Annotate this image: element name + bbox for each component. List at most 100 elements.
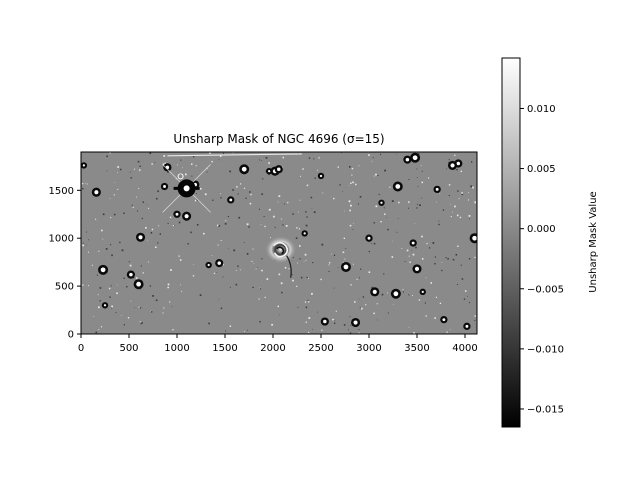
noise-speck [123, 212, 125, 215]
noise-speck [468, 191, 469, 193]
noise-speck [152, 295, 154, 297]
noise-speck [251, 260, 253, 262]
source-core [165, 165, 170, 170]
noise-speck [419, 204, 421, 207]
noise-speck [461, 192, 463, 194]
noise-speck [246, 223, 249, 226]
noise-speck [196, 193, 197, 194]
noise-speck [383, 207, 385, 209]
noise-speck [332, 318, 334, 321]
source-core [94, 190, 99, 195]
noise-speck [149, 152, 152, 155]
noise-speck [320, 278, 322, 281]
noise-speck [129, 264, 132, 267]
noise-speck [204, 193, 207, 196]
noise-speck [352, 229, 354, 231]
noise-speck [307, 331, 310, 334]
galaxy-arc-dark [276, 246, 285, 255]
noise-speck [150, 232, 153, 234]
noise-speck [82, 244, 84, 247]
source-core [412, 155, 418, 161]
noise-speck [229, 325, 232, 327]
noise-speck [145, 227, 147, 229]
noise-speck [460, 264, 462, 266]
noise-speck [391, 200, 394, 203]
noise-speck [264, 225, 266, 228]
noise-speck [270, 237, 271, 239]
galaxy-arc-light [273, 241, 289, 258]
noise-speck [232, 189, 234, 191]
noise-speck [297, 306, 299, 308]
noise-speck [337, 267, 339, 268]
noise-speck [159, 233, 162, 235]
x-tick-label: 3000 [356, 343, 381, 354]
noise-speck [115, 312, 117, 314]
noise-speck [249, 191, 251, 193]
noise-speck [265, 156, 268, 159]
noise-speck [117, 172, 119, 173]
source-core [435, 187, 439, 191]
noise-speck [376, 319, 378, 321]
noise-speck [116, 284, 118, 286]
noise-speck [175, 178, 177, 180]
source-core [411, 241, 415, 245]
noise-speck [278, 273, 281, 276]
noise-speck [350, 284, 352, 286]
galaxy-core [264, 235, 297, 278]
noise-speck [86, 183, 88, 185]
noise-speck [109, 244, 112, 246]
noise-speck [413, 331, 415, 334]
noise-speck [212, 199, 214, 201]
noise-speck [86, 244, 88, 246]
x-tick-label: 4000 [452, 343, 477, 354]
noise-speck [141, 217, 143, 220]
noise-speck [220, 239, 222, 241]
noise-speck [421, 258, 424, 260]
noise-speck [360, 307, 363, 310]
noise-speck [109, 296, 111, 298]
noise-speck [169, 301, 171, 303]
noise-speck [454, 154, 456, 156]
noise-speck [178, 255, 180, 257]
source-core [82, 164, 85, 167]
noise-speck [307, 301, 310, 303]
noise-speck [445, 257, 447, 259]
noise-speck [97, 294, 99, 296]
noise-speck [164, 162, 167, 165]
noise-speck [191, 163, 193, 165]
source-core [421, 290, 424, 293]
noise-speck [359, 277, 361, 279]
noise-speck [88, 239, 89, 241]
x-tick-label: 500 [119, 343, 138, 354]
source-core [207, 263, 210, 267]
noise-speck [109, 152, 111, 154]
noise-speck [384, 213, 386, 215]
noise-speck [135, 277, 138, 279]
noise-speck [98, 250, 100, 252]
noise-speck [87, 251, 89, 253]
noise-speck [352, 181, 354, 184]
noise-speck [261, 159, 262, 161]
noise-speck [461, 278, 464, 280]
noise-speck [306, 184, 309, 187]
noise-speck [123, 324, 125, 326]
noise-speck [101, 229, 103, 232]
noise-speck [220, 197, 222, 199]
noise-speck [117, 166, 120, 168]
noise-speck [458, 198, 460, 200]
noise-speck [222, 152, 225, 154]
noise-speck [381, 293, 384, 296]
noise-speck [297, 211, 299, 213]
source-core [319, 174, 323, 178]
noise-speck [86, 231, 88, 233]
noise-speck [344, 210, 345, 212]
noise-speck [442, 209, 445, 211]
noise-speck [333, 287, 335, 289]
noise-speck [237, 265, 239, 267]
noise-speck [130, 177, 132, 179]
noise-speck [468, 302, 470, 304]
noise-speck [146, 239, 148, 241]
noise-speck [373, 175, 375, 177]
noise-speck [287, 201, 289, 204]
